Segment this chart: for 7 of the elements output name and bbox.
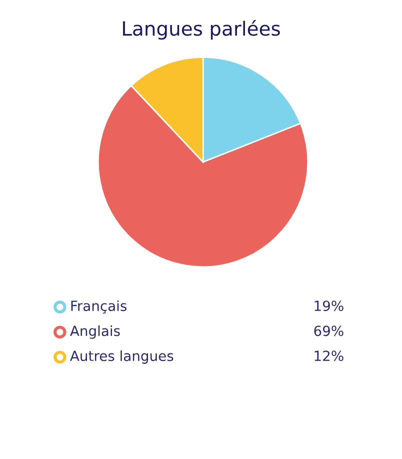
data-label: 69%: [314, 326, 344, 336]
data-label: 19%: [314, 300, 344, 312]
legend-label: Autres langues: [70, 350, 174, 364]
chart-title: Langues parlées: [123, 20, 280, 40]
legend-label: Français: [71, 300, 127, 314]
data-label: 12%: [314, 350, 344, 362]
legend-label: Anglais: [70, 325, 120, 339]
